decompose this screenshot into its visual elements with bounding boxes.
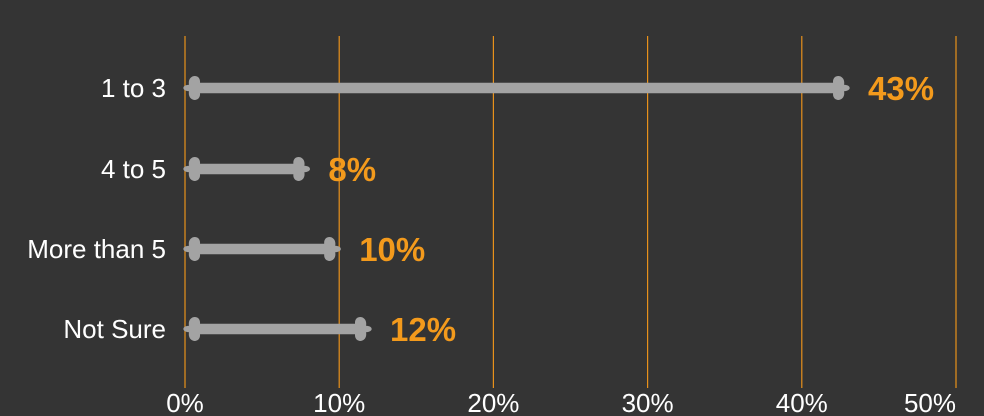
bar-not-sure — [183, 317, 372, 341]
category-label: 1 to 3 — [101, 73, 166, 103]
value-label: 8% — [328, 151, 376, 188]
value-label: 12% — [390, 311, 456, 348]
x-tick-label: 50% — [904, 388, 956, 416]
x-tick-label: 20% — [467, 388, 519, 416]
value-label: 43% — [868, 70, 934, 107]
bars — [183, 76, 850, 341]
value-labels: 43% 8% 10% 12% — [328, 70, 934, 348]
value-label: 10% — [359, 231, 425, 268]
x-tick-label: 0% — [166, 388, 204, 416]
category-label: 4 to 5 — [101, 154, 166, 184]
x-tick-label: 30% — [622, 388, 674, 416]
x-tick-label: 10% — [313, 388, 365, 416]
bar-more-than-5 — [183, 237, 341, 261]
category-label: More than 5 — [27, 234, 166, 264]
bar-1-to-3 — [183, 76, 850, 100]
category-label: Not Sure — [63, 314, 166, 344]
category-labels: 1 to 3 4 to 5 More than 5 Not Sure — [27, 73, 166, 344]
bar-4-to-5 — [183, 157, 310, 181]
x-tick-label: 40% — [776, 388, 828, 416]
x-tick-labels: 0% 10% 20% 30% 40% 50% — [166, 388, 956, 416]
